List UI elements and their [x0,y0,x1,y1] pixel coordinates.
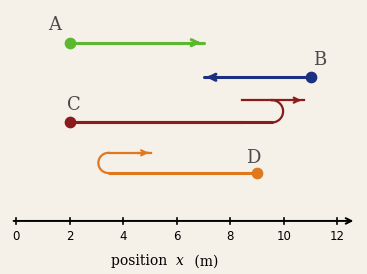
Text: A: A [48,16,61,34]
Text: 0: 0 [12,230,20,243]
Text: C: C [67,96,81,114]
Text: (m): (m) [190,254,219,268]
Text: 2: 2 [66,230,73,243]
Point [308,75,314,79]
Text: 10: 10 [276,230,291,243]
Point [254,171,260,175]
Text: x: x [175,254,184,268]
Point [67,41,73,45]
Point [67,120,73,125]
Text: 4: 4 [120,230,127,243]
Text: position: position [111,254,171,268]
Text: D: D [246,149,261,167]
Text: 6: 6 [173,230,181,243]
Text: 12: 12 [330,230,345,243]
Text: 8: 8 [227,230,234,243]
Text: B: B [313,51,327,69]
